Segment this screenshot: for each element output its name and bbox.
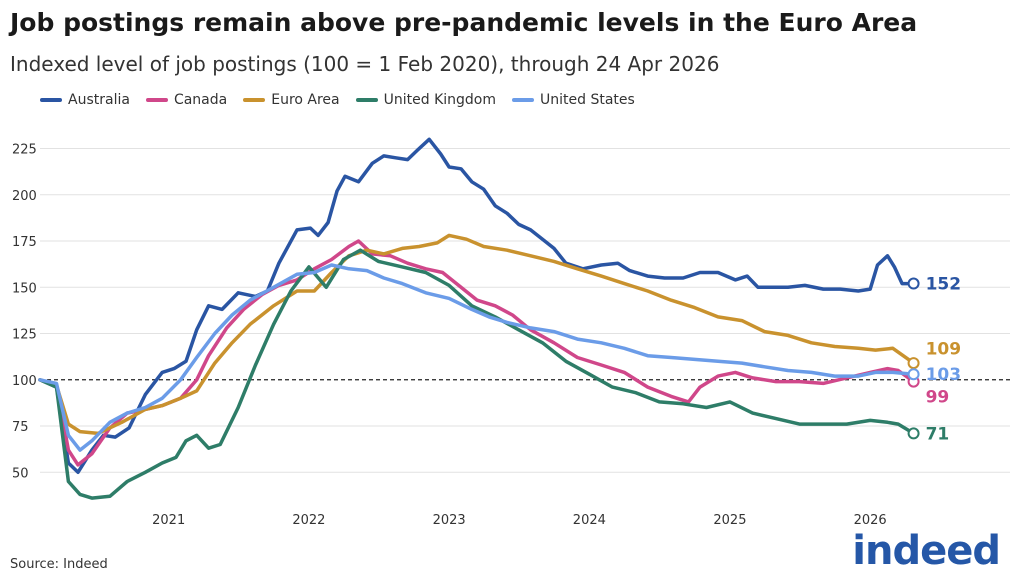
x-tick-label: 2022 bbox=[292, 513, 325, 528]
y-tick-label: 200 bbox=[12, 189, 37, 204]
end-label-canada: 99 bbox=[926, 387, 950, 407]
end-marker-australia bbox=[907, 277, 920, 290]
series-line-euro-area bbox=[38, 233, 916, 436]
legend-label: Australia bbox=[68, 92, 130, 108]
y-tick-label: 125 bbox=[12, 328, 37, 343]
end-label-euro-area: 109 bbox=[926, 339, 962, 359]
legend-item-euro-area: Euro Area bbox=[243, 92, 340, 108]
legend-swatch bbox=[512, 98, 534, 102]
source-note: Source: Indeed bbox=[10, 557, 108, 572]
legend-label: United States bbox=[540, 92, 635, 108]
x-tick-label: 2023 bbox=[433, 513, 466, 528]
end-label-united-states: 103 bbox=[926, 365, 962, 385]
series-line-united-kingdom bbox=[38, 248, 916, 500]
end-label-australia: 152 bbox=[926, 275, 962, 295]
chart-subtitle: Indexed level of job postings (100 = 1 F… bbox=[10, 52, 720, 76]
y-tick-label: 100 bbox=[12, 374, 37, 389]
x-tick-label: 2025 bbox=[713, 513, 746, 528]
y-tick-label: 175 bbox=[12, 235, 37, 250]
y-tick-label: 150 bbox=[12, 281, 37, 296]
x-tick-label: 2024 bbox=[573, 513, 606, 528]
end-marker-united-states bbox=[907, 368, 920, 381]
indeed-logo: indeed bbox=[852, 528, 1001, 574]
legend-swatch bbox=[355, 98, 378, 102]
legend-label: Canada bbox=[173, 92, 228, 108]
series-line-united-states bbox=[38, 263, 916, 452]
legend-label: Euro Area bbox=[271, 92, 340, 108]
end-marker-euro-area bbox=[907, 357, 920, 370]
end-label-united-kingdom: 71 bbox=[926, 424, 950, 444]
series-line-australia bbox=[38, 137, 916, 475]
legend-item-united-kingdom: United Kingdom bbox=[355, 92, 496, 108]
x-tick-label: 2021 bbox=[152, 513, 185, 528]
legend-swatch bbox=[145, 98, 168, 102]
series-line-canada bbox=[38, 239, 916, 467]
y-tick-label: 225 bbox=[12, 143, 37, 158]
legend-swatch bbox=[243, 98, 266, 102]
y-tick-label: 50 bbox=[12, 466, 29, 481]
legend-swatch bbox=[40, 98, 62, 102]
end-marker-united-kingdom bbox=[907, 427, 920, 440]
x-tick-label: 2026 bbox=[854, 513, 887, 528]
chart-title: Job postings remain above pre-pandemic l… bbox=[10, 8, 918, 37]
y-tick-label: 75 bbox=[12, 420, 29, 435]
legend: Australia Canada Euro Area United Kingdom Un… bbox=[40, 92, 635, 108]
legend-item-united-states: United States bbox=[512, 92, 635, 108]
legend-item-canada: Canada bbox=[145, 92, 228, 108]
legend-item-australia: Australia bbox=[40, 92, 130, 108]
legend-label: United Kingdom bbox=[383, 92, 496, 108]
